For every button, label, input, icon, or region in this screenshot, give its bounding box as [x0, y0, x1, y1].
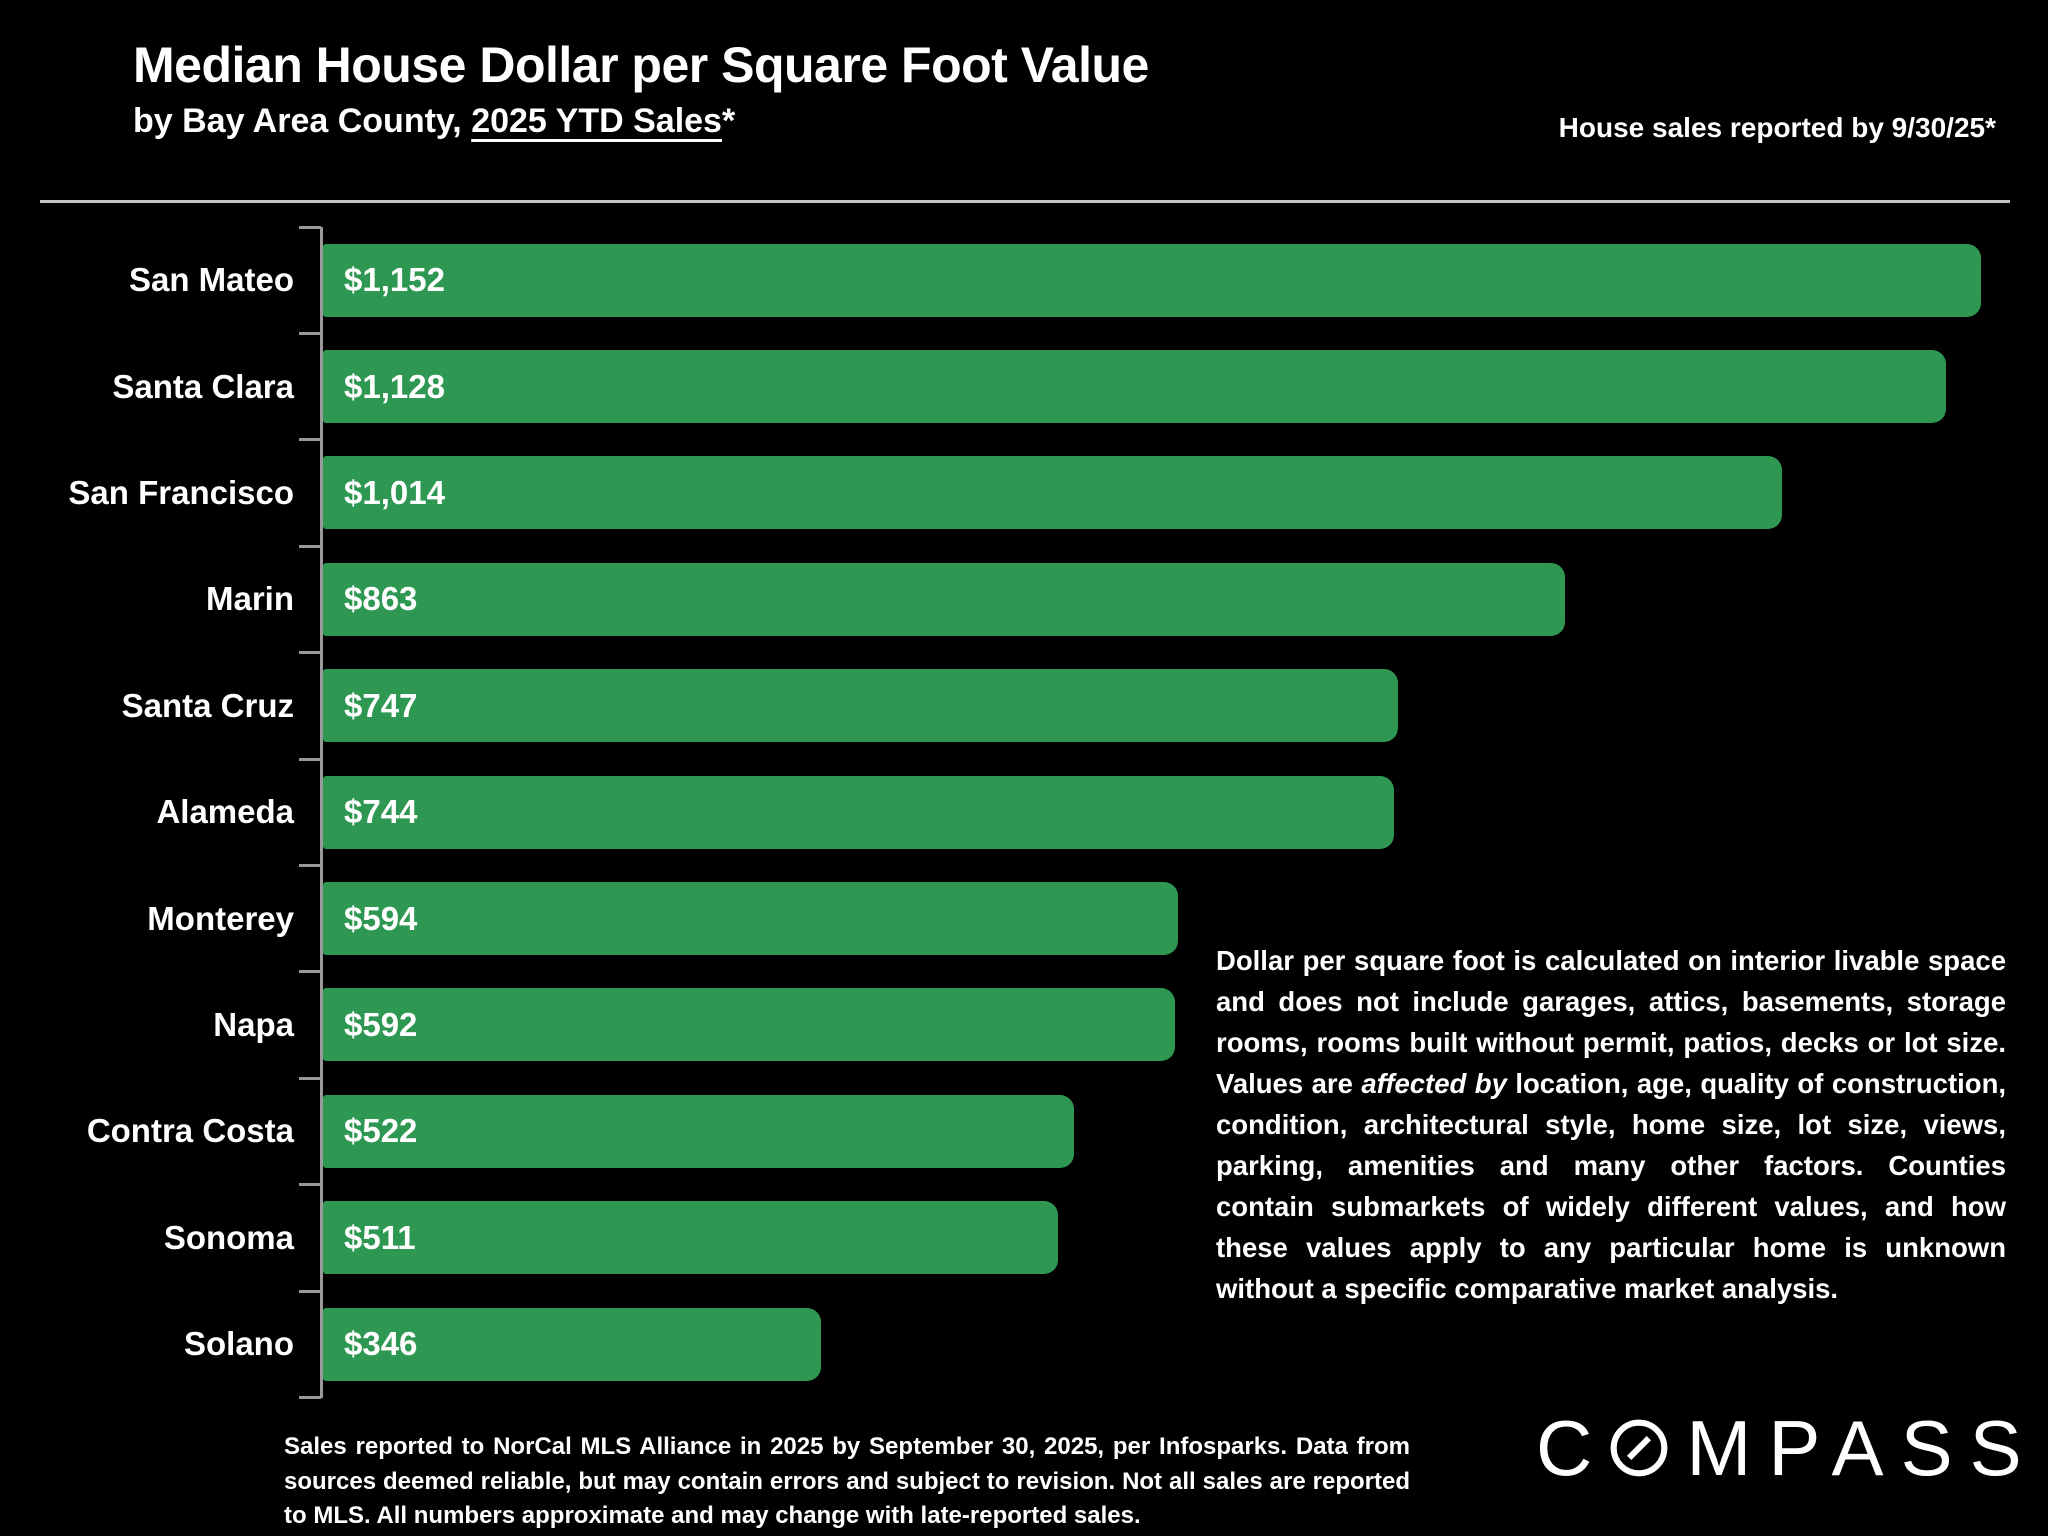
axis-tick: [299, 1076, 321, 1080]
bar-value-label: $346: [344, 1325, 418, 1363]
bar-row: Solano $346: [0, 1291, 2048, 1397]
bar-row: San Francisco $1,014: [0, 440, 2048, 546]
value-bar: $747: [323, 669, 1398, 743]
axis-tick: [299, 651, 321, 655]
value-bar: $511: [323, 1201, 1058, 1275]
value-bar: $1,128: [323, 350, 1946, 424]
county-label: Napa: [213, 1005, 294, 1043]
side-note-text-2: location, age, quality of construction, …: [1216, 1068, 2007, 1304]
value-bar: $744: [323, 775, 1394, 849]
bar-value-label: $594: [344, 899, 418, 937]
bar-value-label: $1,128: [344, 367, 445, 405]
county-label: Santa Cruz: [121, 686, 294, 724]
county-label: Sonoma: [163, 1218, 294, 1256]
bar-value-label: $747: [344, 686, 418, 724]
bar-value-label: $744: [344, 793, 418, 831]
value-bar: $1,014: [323, 456, 1782, 530]
chart-title: Median House Dollar per Square Foot Valu…: [133, 37, 1149, 93]
bar-value-label: $863: [344, 580, 418, 618]
bar-row: Monterey $594: [0, 865, 2048, 971]
axis-tick: [299, 1289, 321, 1293]
y-axis-line: [320, 227, 323, 1398]
bar-rows: San Mateo $1,152 Santa Clara $1,128 San Fran…: [0, 227, 2048, 1397]
axis-tick: [299, 1395, 321, 1399]
county-label: Monterey: [147, 899, 294, 937]
bar-row: Santa Cruz $747: [0, 653, 2048, 759]
report-date-note: House sales reported by 9/30/25*: [1558, 112, 1996, 143]
compass-logo: C MPASS: [1536, 1408, 2039, 1488]
axis-tick: [299, 544, 321, 548]
axis-tick: [299, 757, 321, 761]
subtitle-prefix: by Bay Area County,: [133, 102, 472, 140]
value-bar: $592: [323, 988, 1175, 1062]
side-note-text-1: Dollar per square foot is calculated on …: [1216, 945, 2006, 1099]
axis-tick: [299, 331, 321, 335]
value-bar: $1,152: [323, 243, 1981, 317]
header-divider: [40, 200, 2010, 203]
side-note-emphasis: affected by: [1361, 1068, 1507, 1099]
county-label: San Francisco: [68, 473, 294, 511]
axis-tick: [299, 225, 321, 229]
bar-row: Alameda $744: [0, 759, 2048, 865]
bar-row: San Mateo $1,152: [0, 227, 2048, 333]
bar-row: Contra Costa $522: [0, 1078, 2048, 1184]
bar-row: Napa $592: [0, 972, 2048, 1078]
compass-o-icon: [1610, 1419, 1668, 1477]
axis-tick: [299, 863, 321, 867]
county-label: San Mateo: [128, 261, 294, 299]
axis-tick: [299, 970, 321, 974]
subtitle-asterisk: *: [721, 102, 736, 140]
bar-row: Santa Clara $1,128: [0, 333, 2048, 439]
footnote: Sales reported to NorCal MLS Alliance in…: [284, 1433, 1410, 1529]
side-note: Dollar per square foot is calculated on …: [1216, 940, 2006, 1309]
value-bar: $594: [323, 882, 1178, 956]
bar-row: Sonoma $511: [0, 1185, 2048, 1291]
value-bar: $863: [323, 562, 1565, 636]
chart-subtitle: by Bay Area County, 2025 YTD Sales*: [133, 102, 735, 141]
county-label: Santa Clara: [112, 367, 294, 405]
county-label: Contra Costa: [86, 1112, 294, 1150]
logo-letters-mpass: MPASS: [1686, 1404, 2039, 1492]
county-label: Marin: [205, 580, 294, 618]
value-bar: $522: [323, 1094, 1074, 1168]
value-bar: $346: [323, 1307, 821, 1381]
axis-tick: [299, 438, 321, 442]
bar-value-label: $511: [344, 1218, 416, 1256]
county-label: Solano: [183, 1325, 294, 1363]
axis-tick: [299, 1183, 321, 1187]
county-label: Alameda: [156, 793, 294, 831]
bar-value-label: $592: [344, 1005, 418, 1043]
logo-letter-c: C: [1536, 1404, 1610, 1492]
bar-value-label: $1,152: [344, 261, 445, 299]
bar-value-label: $1,014: [344, 473, 445, 511]
subtitle-underlined: 2025 YTD Sales: [471, 102, 722, 140]
bar-value-label: $522: [344, 1112, 418, 1150]
bar-row: Marin $863: [0, 546, 2048, 652]
